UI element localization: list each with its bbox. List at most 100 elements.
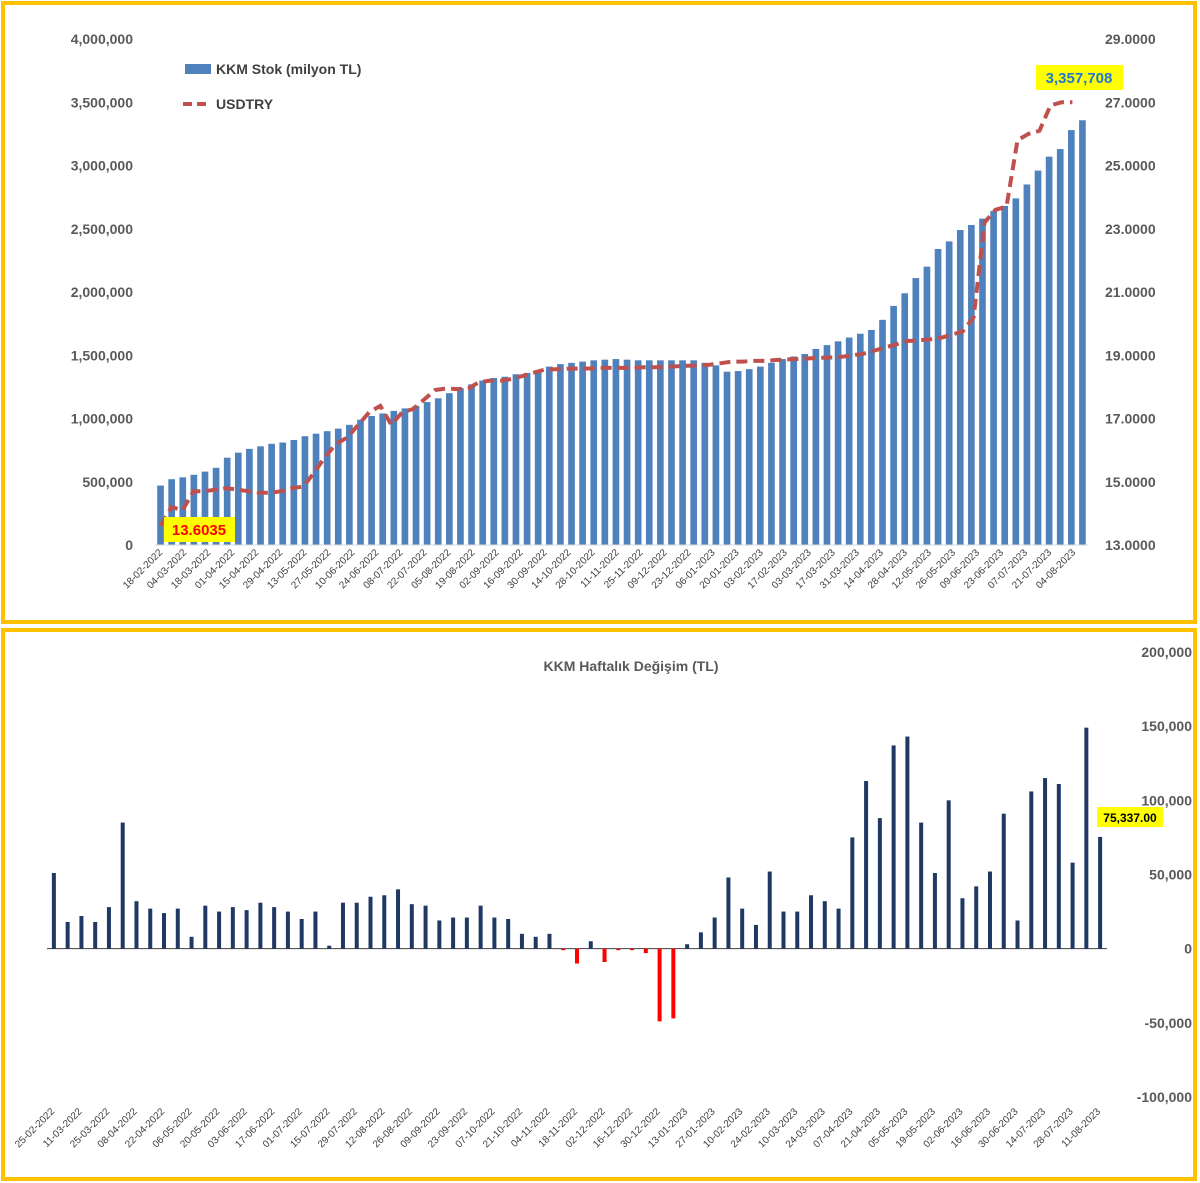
weekly-change-bar	[106, 907, 111, 949]
stock-bar	[212, 467, 220, 545]
stock-bar	[868, 329, 875, 545]
weekly-change-bar	[258, 902, 263, 949]
weekly-change-bar	[836, 908, 841, 949]
y-left-tick-label: 2,000,000	[71, 284, 133, 300]
stock-bar	[601, 359, 609, 545]
weekly-change-bar	[685, 944, 690, 949]
weekly-change-bar	[547, 933, 552, 949]
legend-label-usdtry: USDTRY	[216, 96, 274, 112]
y-right-tick-label: 200,000	[1141, 644, 1192, 660]
stock-bar	[1001, 205, 1009, 546]
weekly-change-bar	[382, 895, 387, 949]
stock-bar	[1034, 170, 1042, 545]
legend-swatch-stock	[185, 64, 211, 74]
weekly-change-bar	[396, 889, 401, 949]
stock-bar	[1045, 156, 1053, 545]
weekly-change-bar	[299, 919, 304, 949]
y-right-tick-label: -100,000	[1137, 1089, 1192, 1105]
stock-bar	[190, 474, 198, 545]
weekly-change-bar	[753, 924, 758, 949]
y-left-tick-label: 500,000	[82, 474, 133, 490]
weekly-change-bar	[575, 948, 579, 964]
stock-bar	[968, 224, 975, 545]
weekly-change-bar	[974, 886, 979, 949]
stock-bar	[223, 457, 231, 545]
stock-bar	[290, 440, 298, 545]
weekly-change-bar	[354, 902, 359, 949]
stock-bar	[545, 366, 553, 545]
stock-bar	[612, 359, 620, 545]
y-left-tick-label: 1,500,000	[71, 347, 133, 363]
stock-bar	[268, 443, 275, 545]
stock-bar	[168, 479, 175, 545]
weekly-change-bar	[932, 873, 937, 949]
stock-bar	[701, 362, 709, 545]
stock-bar	[590, 360, 598, 545]
weekly-change-bar	[368, 896, 373, 949]
y-right-tick-label: 21.0000	[1105, 284, 1156, 300]
weekly-change-bar	[809, 895, 814, 949]
stock-bar	[479, 380, 486, 545]
weekly-change-bar	[657, 948, 662, 1022]
stock-bar	[412, 405, 420, 545]
weekly-change-bar	[781, 911, 786, 949]
weekly-change-bar	[175, 908, 180, 949]
stock-bar	[201, 471, 209, 545]
weekly-change-bar	[671, 948, 676, 1019]
weekly-change-bar	[698, 932, 703, 949]
stock-bar	[1023, 184, 1031, 545]
weekly-change-bar	[313, 911, 318, 949]
weekly-change-bar	[740, 908, 745, 949]
stock-bar	[368, 415, 375, 545]
stock-bar	[346, 424, 353, 545]
legend: KKM Stok (milyon TL) USDTRY	[183, 61, 361, 112]
weekly-change-bar	[478, 905, 483, 949]
weekly-change-bar	[1070, 862, 1075, 949]
stock-bar	[890, 305, 897, 545]
stock-bar	[801, 353, 809, 545]
weekly-change-bar	[1043, 778, 1048, 949]
y-right-tick-label: 19.0000	[1105, 347, 1156, 363]
y-left-tick-label: 4,000,000	[71, 31, 133, 47]
weekly-change-bar	[877, 818, 882, 949]
weekly-change-bar	[850, 837, 855, 949]
weekly-change-bar	[230, 907, 235, 949]
stock-bar	[779, 359, 786, 545]
y-left-tick-label: 3,000,000	[71, 158, 133, 174]
stock-bar	[157, 485, 164, 545]
weekly-last-callout: 75,337.00	[1097, 807, 1163, 827]
weekly-change-bar	[1098, 836, 1103, 949]
stock-bar	[768, 362, 775, 545]
stock-bar	[690, 360, 698, 545]
y-right-tick-label: 100,000	[1141, 792, 1192, 808]
weekly-change-bar	[134, 901, 139, 949]
weekly-change-bar	[162, 913, 167, 949]
stock-bar	[979, 218, 986, 545]
weekly-change-bar	[519, 933, 524, 949]
weekly-change-bar	[1015, 920, 1020, 949]
weekly-last-label: 75,337.00	[1103, 811, 1157, 825]
stock-bar	[812, 348, 820, 545]
weekly-change-bar	[203, 905, 208, 949]
stock-bar	[501, 376, 509, 545]
y-right-tick-label: 27.0000	[1105, 94, 1156, 110]
stock-bar	[401, 408, 409, 545]
chart-title: KKM Haftalık Değişim (TL)	[543, 658, 718, 674]
usdtry-start-label: 13.6035	[172, 522, 226, 539]
weekly-change-bar	[987, 871, 992, 949]
weekly-change-bar	[643, 948, 648, 954]
stock-bar	[923, 266, 931, 545]
stock-chart-panel: 0 500,000 1,000,000 1,500,000 2,000,000 2,500…	[1, 1, 1197, 624]
stock-bar	[1056, 149, 1064, 545]
stock-bar	[457, 388, 464, 545]
weekly-change-bar	[946, 800, 951, 949]
weekly-change-bar	[217, 911, 222, 949]
stock-bar	[334, 428, 342, 545]
weekly-change-bar	[244, 910, 249, 949]
stock-bar	[234, 452, 242, 545]
stock-bar	[990, 211, 997, 546]
stock-bar	[579, 361, 586, 545]
stock-bar	[834, 341, 842, 545]
y-left-tick-label: 2,500,000	[71, 221, 133, 237]
stock-end-callout: 3,357,708	[1036, 65, 1123, 90]
